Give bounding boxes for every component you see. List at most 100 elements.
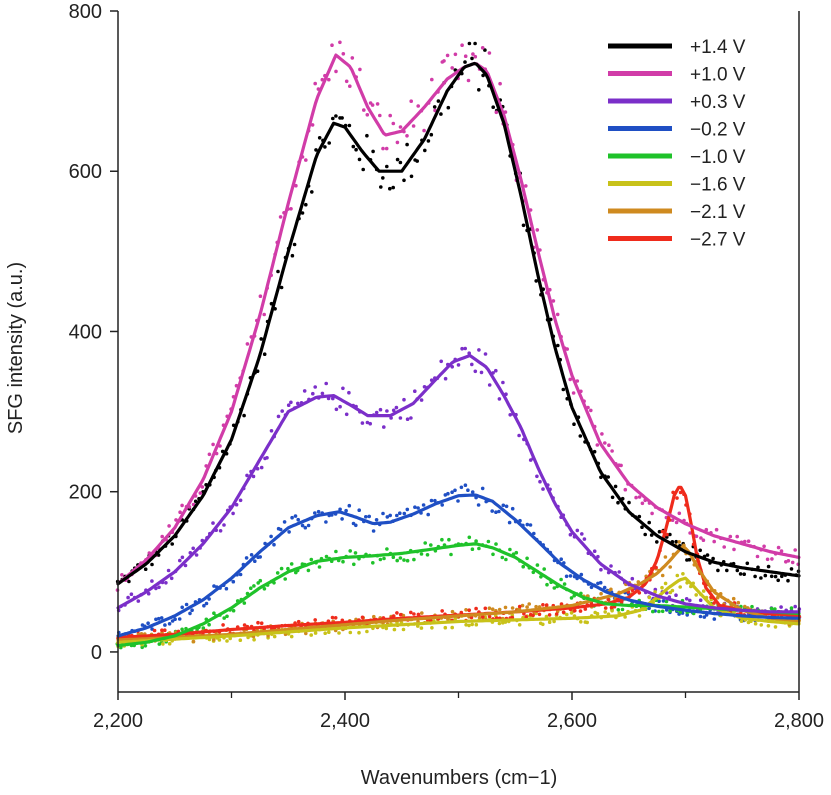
data-point	[728, 534, 733, 539]
data-point	[640, 525, 644, 529]
data-point	[306, 523, 311, 528]
data-point	[497, 397, 502, 401]
data-point	[372, 614, 376, 619]
data-point	[422, 128, 426, 133]
data-point	[497, 607, 502, 612]
data-point	[592, 549, 597, 553]
data-point	[402, 558, 406, 562]
data-point	[391, 614, 396, 618]
data-point	[394, 405, 399, 410]
data-point	[371, 529, 376, 533]
data-point	[722, 545, 726, 549]
data-point	[521, 564, 525, 569]
data-point	[544, 603, 549, 607]
data-point	[510, 606, 515, 610]
data-point	[479, 370, 484, 375]
data-point	[361, 167, 366, 172]
data-point	[401, 613, 406, 618]
data-point	[420, 611, 424, 615]
axes-layer	[110, 10, 800, 700]
data-point	[207, 452, 212, 457]
series-line-3	[116, 493, 801, 638]
data-point	[582, 537, 587, 541]
data-point	[647, 520, 651, 525]
data-point	[191, 546, 195, 551]
data-point	[481, 615, 485, 619]
data-point	[517, 433, 521, 438]
data-point	[157, 585, 161, 590]
data-point	[598, 580, 603, 585]
data-point	[687, 557, 692, 562]
data-point	[743, 604, 747, 609]
data-point	[647, 606, 651, 611]
data-point	[714, 527, 719, 532]
data-point	[647, 595, 652, 600]
data-point	[242, 623, 247, 627]
data-point	[341, 386, 345, 391]
data-point	[535, 474, 539, 479]
data-point	[364, 515, 368, 519]
data-point	[174, 518, 178, 522]
legend-label-6: −2.1 V	[690, 202, 746, 223]
data-point	[263, 541, 267, 546]
data-point	[416, 612, 421, 617]
data-point	[595, 611, 600, 616]
legend-label-4: −1.0 V	[690, 147, 746, 168]
data-point	[534, 279, 538, 283]
data-point	[663, 581, 668, 586]
data-point	[338, 404, 342, 409]
data-point	[354, 523, 358, 528]
data-point	[430, 77, 434, 82]
data-point	[178, 510, 182, 514]
data-point	[773, 625, 778, 629]
data-point	[640, 501, 645, 506]
data-point	[211, 442, 215, 447]
data-point	[681, 572, 685, 576]
data-point	[161, 642, 165, 646]
data-point	[402, 397, 406, 402]
data-point	[282, 520, 287, 524]
data-point	[357, 157, 362, 162]
data-point	[643, 532, 647, 537]
data-point	[422, 385, 427, 389]
data-point	[290, 515, 294, 520]
data-point	[391, 185, 396, 190]
series-points-2	[116, 346, 802, 619]
data-point	[487, 614, 492, 619]
data-point	[306, 568, 311, 573]
data-point	[753, 574, 757, 579]
data-point	[561, 610, 566, 614]
data-point	[289, 400, 293, 405]
data-point	[313, 618, 318, 622]
data-point	[286, 566, 290, 571]
data-point	[167, 524, 171, 528]
data-point	[498, 81, 502, 86]
series-line-2	[116, 353, 801, 614]
y-tick-label: 0	[91, 642, 102, 664]
data-point	[449, 552, 453, 557]
data-point	[164, 581, 168, 585]
series-line-5	[116, 576, 801, 644]
data-point	[391, 408, 396, 413]
data-point	[378, 407, 383, 412]
data-point	[405, 142, 409, 147]
data-point	[320, 391, 325, 396]
data-point	[466, 488, 470, 493]
data-point	[362, 108, 366, 112]
data-point	[674, 520, 679, 525]
data-point	[222, 616, 226, 620]
data-point	[191, 639, 196, 644]
data-point	[416, 104, 421, 108]
data-point	[238, 638, 243, 642]
data-point	[374, 410, 379, 415]
data-point	[371, 561, 375, 565]
data-point	[292, 242, 297, 247]
data-point	[252, 637, 256, 642]
data-point	[793, 548, 797, 552]
data-point	[651, 609, 655, 614]
data-point	[517, 623, 522, 627]
series-line-4	[116, 542, 801, 648]
data-point	[419, 626, 424, 630]
data-point	[491, 105, 496, 109]
data-point	[304, 631, 308, 636]
